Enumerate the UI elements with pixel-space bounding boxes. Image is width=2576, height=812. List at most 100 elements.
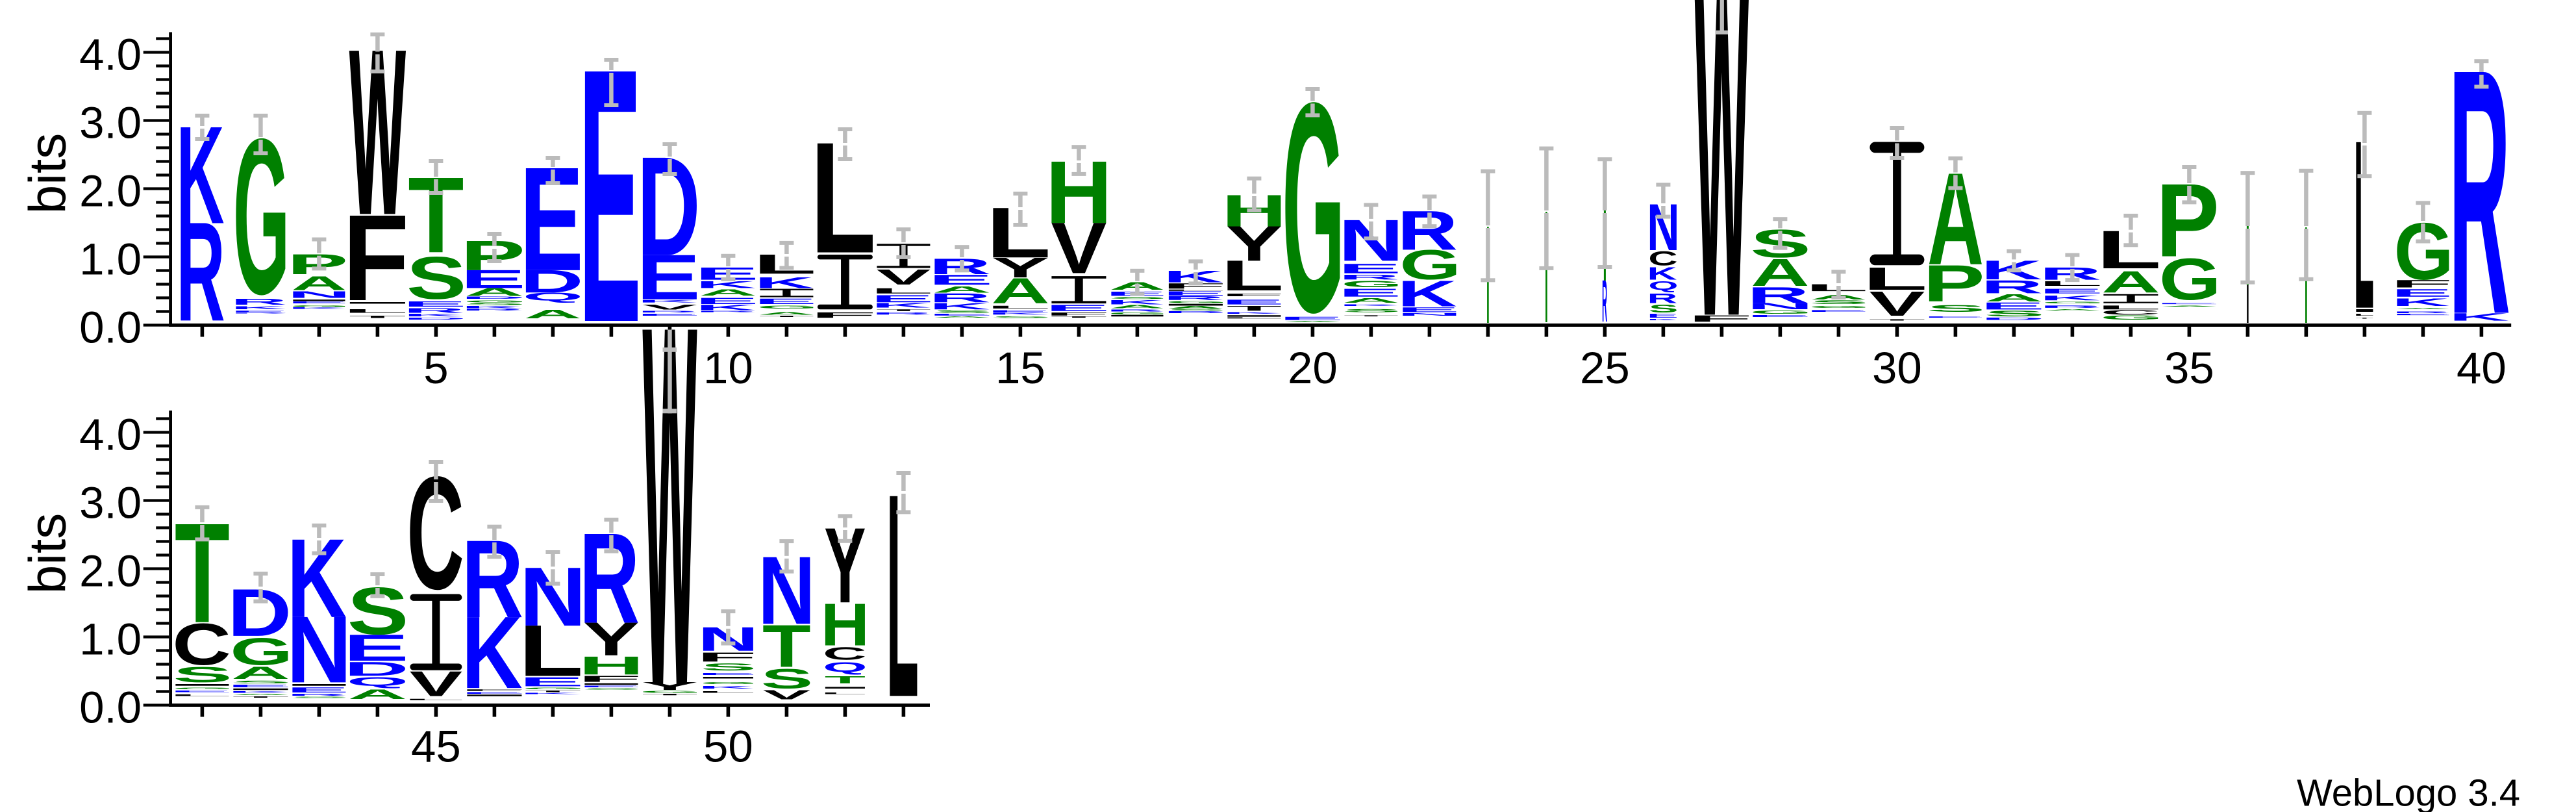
- svg-text:20: 20: [1288, 343, 1338, 393]
- svg-text:R: R: [2040, 305, 2102, 309]
- svg-text:G: G: [2042, 301, 2105, 304]
- svg-text:A: A: [991, 271, 1049, 311]
- svg-text:G: G: [464, 299, 527, 303]
- svg-text:R: R: [929, 291, 992, 305]
- svg-text:E: E: [2156, 303, 2220, 305]
- svg-text:S: S: [1927, 303, 1985, 314]
- svg-text:K: K: [1647, 318, 1678, 320]
- svg-text:2.0: 2.0: [79, 166, 142, 216]
- svg-text:S: S: [1984, 309, 2045, 318]
- svg-text:T: T: [762, 613, 811, 679]
- svg-text:R: R: [231, 297, 287, 307]
- svg-text:Y: Y: [583, 613, 639, 665]
- svg-text:K: K: [871, 302, 931, 309]
- svg-text:E: E: [1397, 306, 1460, 314]
- svg-text:0.0: 0.0: [79, 303, 142, 353]
- svg-text:L: L: [870, 286, 934, 295]
- svg-text:K: K: [695, 279, 756, 290]
- svg-text:Y: Y: [992, 252, 1049, 284]
- svg-text:T: T: [1051, 316, 1107, 318]
- svg-text:E: E: [460, 692, 525, 694]
- svg-text:E: E: [1338, 261, 1401, 276]
- svg-text:E: E: [1338, 286, 1401, 299]
- svg-text:R: R: [2392, 311, 2451, 314]
- svg-text:Q: Q: [1648, 279, 1678, 292]
- svg-text:K: K: [637, 299, 697, 303]
- svg-text:A: A: [758, 312, 815, 316]
- svg-text:K: K: [403, 313, 464, 317]
- svg-text:E: E: [1647, 313, 1679, 319]
- svg-text:R: R: [1397, 200, 1458, 262]
- svg-text:1.0: 1.0: [79, 235, 142, 285]
- svg-text:E: E: [344, 627, 409, 669]
- svg-text:5: 5: [423, 343, 448, 393]
- svg-text:G: G: [1399, 241, 1460, 288]
- svg-text:E: E: [636, 313, 701, 316]
- svg-text:E: E: [1162, 290, 1227, 298]
- svg-text:G: G: [700, 681, 758, 685]
- svg-text:R: R: [1981, 277, 2044, 298]
- svg-text:K: K: [228, 691, 289, 693]
- svg-text:T: T: [1227, 305, 1282, 312]
- svg-text:R: R: [403, 307, 465, 314]
- svg-text:E: E: [1746, 314, 1811, 318]
- svg-text:R: R: [287, 693, 347, 696]
- svg-text:30: 30: [1872, 343, 1922, 393]
- svg-text:G: G: [2394, 206, 2454, 296]
- svg-text:L: L: [343, 308, 408, 314]
- svg-text:K: K: [2449, 311, 2509, 324]
- svg-text:S: S: [1342, 308, 1401, 313]
- svg-text:0.0: 0.0: [79, 683, 142, 733]
- svg-text:C: C: [1648, 247, 1677, 270]
- svg-text:H: H: [821, 591, 869, 659]
- svg-text:C: C: [823, 644, 866, 664]
- svg-text:L: L: [2096, 305, 2161, 311]
- svg-text:R: R: [1339, 273, 1399, 281]
- svg-text:K: K: [462, 595, 523, 710]
- svg-text:K: K: [288, 307, 346, 309]
- svg-text:G: G: [522, 687, 585, 690]
- svg-text:A: A: [2160, 305, 2218, 307]
- svg-text:N: N: [1397, 312, 1462, 316]
- svg-text:A: A: [2101, 265, 2160, 299]
- svg-text:A: A: [699, 288, 757, 298]
- svg-text:S: S: [761, 663, 813, 694]
- svg-text:G: G: [640, 691, 702, 694]
- svg-text:K: K: [231, 306, 286, 311]
- svg-text:F: F: [1688, 314, 1753, 324]
- svg-text:C: C: [172, 612, 231, 678]
- svg-text:E: E: [579, 685, 642, 688]
- svg-text:40: 40: [2457, 343, 2507, 393]
- svg-text:V: V: [410, 665, 463, 704]
- svg-text:F: F: [578, 674, 642, 684]
- svg-text:A: A: [1109, 304, 1165, 309]
- svg-text:L: L: [697, 691, 757, 693]
- svg-text:45: 45: [411, 722, 461, 772]
- svg-text:T: T: [1344, 315, 1399, 317]
- svg-text:T: T: [759, 315, 814, 317]
- svg-text:L: L: [403, 698, 465, 701]
- svg-text:S: S: [173, 663, 232, 687]
- svg-text:10: 10: [703, 343, 753, 393]
- svg-text:G: G: [290, 305, 350, 307]
- svg-text:S: S: [582, 688, 641, 690]
- svg-text:G: G: [172, 687, 233, 690]
- svg-text:G: G: [1108, 312, 1168, 315]
- svg-text:2.0: 2.0: [79, 546, 142, 596]
- svg-text:A: A: [1283, 320, 1342, 322]
- svg-text:L: L: [518, 610, 583, 692]
- svg-text:E: E: [460, 265, 526, 294]
- svg-text:E: E: [1980, 300, 2045, 311]
- svg-text:Q: Q: [823, 659, 867, 674]
- svg-text:K: K: [1222, 312, 1282, 314]
- svg-text:N: N: [287, 289, 351, 299]
- svg-text:V: V: [877, 265, 931, 289]
- svg-text:L: L: [986, 305, 1051, 309]
- svg-text:4.0: 4.0: [79, 410, 142, 460]
- svg-text:E: E: [1279, 316, 1344, 321]
- svg-text:35: 35: [2164, 343, 2214, 393]
- svg-text:G: G: [1749, 310, 1812, 315]
- svg-text:E: E: [1923, 316, 1985, 318]
- svg-text:S: S: [464, 303, 526, 306]
- svg-text:S: S: [701, 661, 757, 672]
